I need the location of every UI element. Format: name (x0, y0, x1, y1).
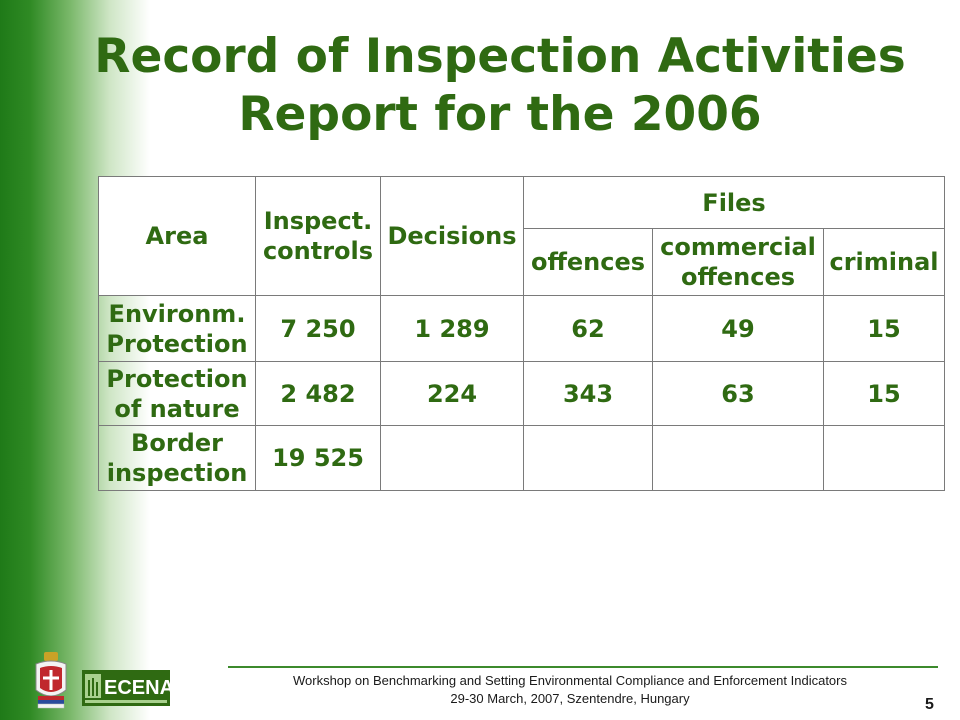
table-row: Border inspection 19 525 (98, 425, 946, 491)
cell-area: Environm. Protection (98, 295, 256, 362)
cell-inspect-controls: 19 525 (255, 425, 381, 491)
title-line-1: Record of Inspection Activities (94, 29, 906, 84)
cell-commercial-offences: 49 (652, 295, 824, 362)
ecena-logo-icon: ECENA (82, 670, 170, 706)
cell-criminal: 15 (822, 295, 946, 362)
cell-inspect-controls: 2 482 (255, 361, 381, 426)
header-criminal: criminal (822, 228, 946, 296)
slide-title: Record of Inspection Activities Report f… (60, 28, 940, 144)
footer-line-2: 29-30 March, 2007, Szentendre, Hungary (450, 691, 690, 706)
cell-criminal (822, 425, 946, 491)
header-area: Area (98, 176, 256, 296)
footer-line-1: Workshop on Benchmarking and Setting Env… (292, 673, 847, 688)
header-files: Files (522, 176, 946, 229)
header-offences: offences (523, 228, 653, 296)
page-number: 5 (925, 696, 934, 713)
serbian-coat-of-arms-icon (35, 652, 67, 709)
cell-criminal: 15 (822, 361, 946, 426)
cell-decisions (380, 425, 524, 491)
table-row: Environm. Protection 7 250 1 289 62 49 1… (98, 295, 946, 362)
cell-area: Protection of nature (98, 361, 256, 426)
header-commercial-offences: commercial offences (652, 228, 824, 296)
title-line-2: Report for the 2006 (238, 87, 762, 142)
cell-decisions: 1 289 (380, 295, 524, 362)
cell-offences: 62 (523, 295, 653, 362)
footer-text: Workshop on Benchmarking and Setting Env… (200, 672, 940, 708)
footer-rule (228, 666, 938, 668)
cell-area: Border inspection (98, 425, 256, 491)
logo-text: ECENA (104, 677, 170, 699)
cell-offences (523, 425, 653, 491)
header-inspect-controls: Inspect. controls (255, 176, 381, 296)
header-decisions: Decisions (380, 176, 524, 296)
table-row: Protection of nature 2 482 224 343 63 15 (98, 361, 946, 426)
cell-decisions: 224 (380, 361, 524, 426)
inspection-table: Area Inspect. controls Decisions Files o… (98, 176, 946, 491)
cell-offences: 343 (523, 361, 653, 426)
cell-commercial-offences: 63 (652, 361, 824, 426)
cell-commercial-offences (652, 425, 824, 491)
cell-inspect-controls: 7 250 (255, 295, 381, 362)
